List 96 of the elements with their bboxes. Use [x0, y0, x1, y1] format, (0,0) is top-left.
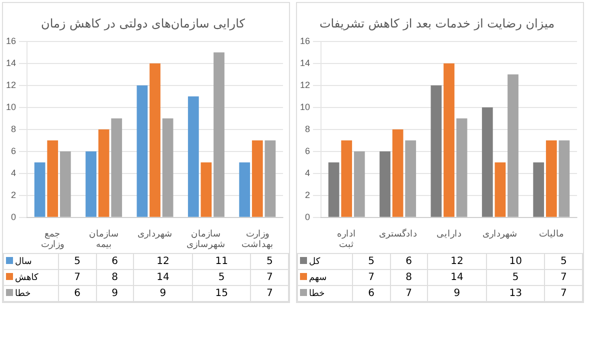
data-label: 8 — [390, 270, 428, 286]
bar — [328, 162, 340, 217]
bar — [150, 63, 160, 217]
data-label: 5 — [250, 254, 288, 270]
bar — [252, 140, 263, 217]
bar — [380, 151, 390, 217]
y-tick-label: 2 — [304, 190, 310, 200]
bar — [239, 162, 250, 217]
x-tick-label: دادگستری — [378, 227, 417, 240]
y-tick-label: 6 — [10, 146, 16, 156]
data-label: 13 — [486, 286, 545, 302]
data-label: 5 — [352, 254, 390, 270]
data-label: 7 — [250, 286, 288, 302]
bar — [188, 96, 199, 217]
bar — [456, 118, 468, 217]
data-label: 9 — [134, 286, 192, 302]
data-label: 15 — [192, 286, 251, 302]
bar — [98, 129, 110, 217]
bar — [546, 140, 557, 217]
chart-title: میزان رضایت از خدمات بعد از کاهش تشریفات — [319, 16, 555, 30]
bar — [354, 151, 365, 217]
y-tick-label: 0 — [304, 212, 310, 222]
x-tick-label: مالیات — [538, 228, 564, 238]
y-tick-label: 10 — [6, 102, 16, 112]
data-label: 8 — [96, 270, 134, 286]
data-label: 5 — [486, 270, 545, 286]
y-tick-label: 4 — [10, 168, 16, 178]
bar — [405, 140, 416, 217]
y-tick-label: 12 — [300, 80, 310, 90]
data-label: 6 — [390, 254, 428, 270]
data-label: 9 — [428, 286, 486, 302]
data-label: 6 — [58, 286, 96, 302]
data-label: 10 — [486, 254, 545, 270]
y-tick-label: 8 — [304, 124, 310, 134]
bar — [430, 85, 442, 217]
data-label: 14 — [428, 270, 486, 286]
data-label: 7 — [390, 286, 428, 302]
data-label: 7 — [544, 270, 582, 286]
data-label: 11 — [192, 254, 251, 270]
data-label: 5 — [192, 270, 251, 286]
legend-label: کل — [309, 256, 320, 266]
data-label: 7 — [58, 270, 96, 286]
chart-title: کارایی سازمان‌های دولتی در کاهش زمان — [41, 16, 246, 30]
data-label: 5 — [58, 254, 96, 270]
data-label: 7 — [352, 270, 390, 286]
bar — [494, 162, 506, 217]
y-tick-label: 14 — [300, 58, 310, 68]
bar — [341, 140, 352, 217]
bar — [264, 140, 276, 217]
data-label: 12 — [134, 254, 192, 270]
bar — [34, 162, 46, 217]
bar — [111, 118, 122, 217]
x-tick-label: وزارت بهداشت — [241, 228, 274, 250]
bar — [86, 151, 96, 217]
bar — [392, 129, 404, 217]
y-tick-label: 14 — [6, 58, 16, 68]
bar — [47, 140, 58, 217]
legend-label: کاهش — [15, 272, 38, 282]
bar — [533, 162, 544, 217]
data-label: 14 — [134, 270, 192, 286]
x-tick-label: جمع وزارت — [41, 228, 64, 250]
y-tick-label: 16 — [6, 36, 16, 46]
data-label: 7 — [250, 270, 288, 286]
y-tick-label: 8 — [10, 124, 16, 134]
legend-label: خطا — [15, 288, 31, 298]
legend-label: سهم — [309, 272, 327, 282]
bar — [60, 151, 71, 217]
data-label: 7 — [544, 286, 582, 302]
data-label: 6 — [96, 254, 134, 270]
x-tick-label: اداره ثبت — [337, 228, 356, 250]
bar — [482, 107, 493, 217]
x-tick-label: دارایی — [436, 228, 462, 240]
y-tick-label: 0 — [10, 212, 16, 222]
legend-label: سال — [15, 256, 32, 266]
bar — [444, 63, 454, 217]
data-label: 6 — [352, 286, 390, 302]
y-tick-label: 4 — [304, 168, 310, 178]
bar — [200, 162, 212, 217]
y-tick-label: 2 — [10, 190, 16, 200]
y-tick-label: 6 — [304, 146, 310, 156]
bar — [136, 85, 148, 217]
data-label: 12 — [428, 254, 486, 270]
bar — [214, 52, 224, 217]
bar — [558, 140, 570, 217]
y-tick-label: 12 — [6, 80, 16, 90]
x-tick-label: سازمان بیمه — [88, 228, 119, 250]
x-tick-label: شهرداری — [482, 228, 518, 240]
data-label: 5 — [544, 254, 582, 270]
bar — [508, 74, 518, 217]
bar — [162, 118, 174, 217]
data-label: 9 — [96, 286, 134, 302]
x-tick-label: سازمان شهرسازی — [186, 228, 226, 250]
legend-label: خطا — [309, 288, 325, 298]
y-tick-label: 16 — [300, 36, 310, 46]
y-tick-label: 10 — [300, 102, 310, 112]
x-tick-label: شهرداری — [138, 228, 173, 240]
